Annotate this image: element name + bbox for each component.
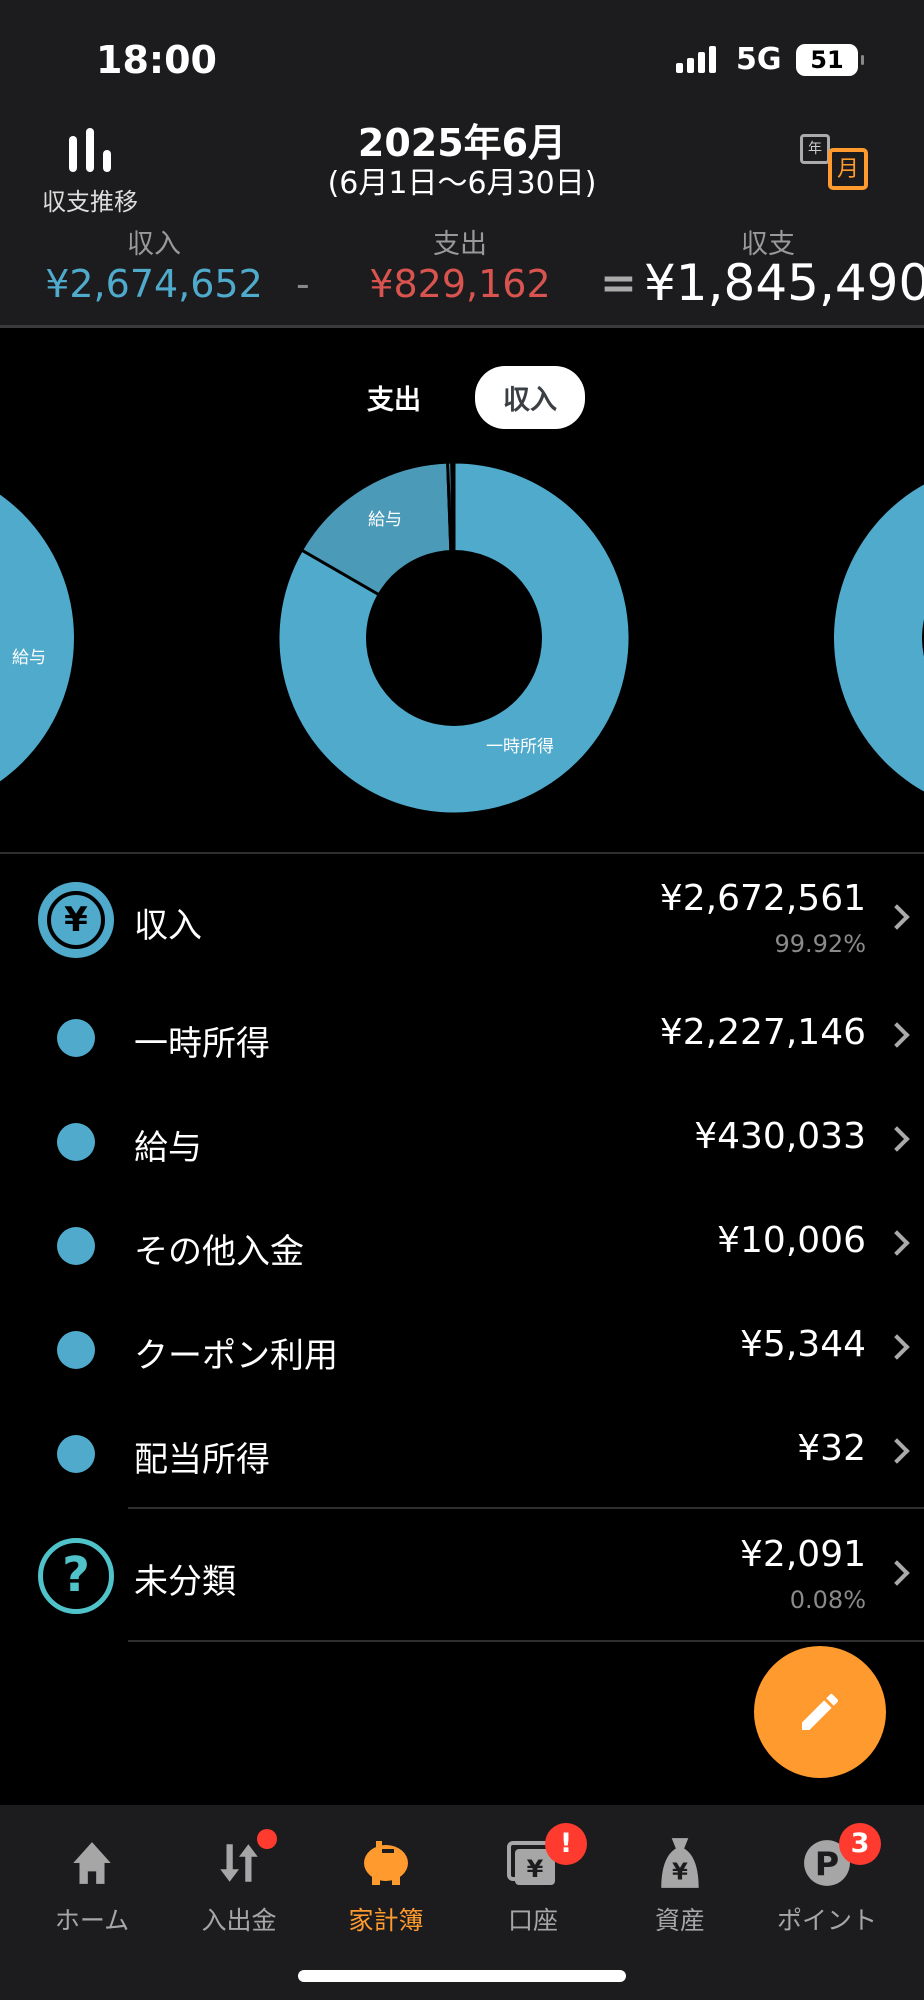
- row-value: ¥2,672,561: [659, 878, 866, 919]
- chevron-right-icon: [884, 1126, 910, 1152]
- expense-label: 支出: [433, 229, 487, 260]
- nav-label: 入出金: [201, 1906, 277, 1935]
- nav-label: ポイント: [776, 1906, 877, 1935]
- category-dot-icon: [57, 1331, 95, 1369]
- minus-sign: -: [296, 262, 310, 306]
- nav-transfer[interactable]: 入出金: [169, 1829, 309, 1937]
- balance-label: 収支: [741, 229, 795, 260]
- category-dot-icon: [57, 1435, 95, 1473]
- row-percent: 99.92%: [774, 930, 866, 958]
- nav-account[interactable]: ¥! 口座: [463, 1823, 603, 1937]
- equals-sign: =: [600, 258, 637, 309]
- row-value: ¥2,227,146: [659, 1012, 866, 1053]
- row-value: ¥430,033: [694, 1116, 866, 1157]
- row-name: その他入金: [134, 1232, 304, 1272]
- slice-label-kyuyo: 給与: [368, 510, 402, 530]
- row-name: 未分類: [134, 1562, 236, 1602]
- home-icon: [22, 1835, 162, 1891]
- status-time: 18:00: [96, 38, 217, 82]
- calendar-month-icon: 月: [828, 148, 868, 190]
- date-range: (6月1日〜6月30日): [327, 166, 597, 201]
- row-name: 給与: [134, 1128, 202, 1168]
- chevron-right-icon: [884, 1334, 910, 1360]
- yen-icon: ¥: [38, 882, 114, 958]
- svg-text:P: P: [815, 1845, 839, 1884]
- transfer-icon: [169, 1829, 309, 1891]
- divider: [128, 1640, 924, 1642]
- row-name: 配当所得: [134, 1440, 270, 1480]
- income-donut-chart[interactable]: 給与 一時所得 給与: [0, 440, 924, 840]
- notification-dot: [257, 1829, 277, 1849]
- bar-chart-icon: [40, 128, 140, 172]
- nav-home[interactable]: ホーム: [22, 1835, 162, 1937]
- slice-label-ichiji: 一時所得: [486, 737, 554, 757]
- nav-label: ホーム: [54, 1906, 130, 1935]
- header: 18:00 5G 51 収支推移 2025年6月 (6月1日〜6月30日) 年 …: [0, 0, 924, 328]
- nav-piggy-bank[interactable]: 家計簿: [316, 1835, 456, 1937]
- list-item[interactable]: クーポン利用 ¥5,344: [0, 1300, 924, 1400]
- calendar-year-icon: 年: [800, 134, 830, 164]
- row-percent: 0.08%: [789, 1586, 866, 1614]
- notification-badge: !: [545, 1823, 587, 1865]
- chevron-right-icon: [884, 1230, 910, 1256]
- category-dot-icon: [57, 1227, 95, 1265]
- row-name: クーポン利用: [134, 1336, 338, 1376]
- chevron-right-icon: [884, 1438, 910, 1464]
- list-total-income[interactable]: ¥ 収入 ¥2,672,561 99.92%: [0, 870, 924, 970]
- row-value: ¥5,344: [740, 1324, 866, 1365]
- list-item[interactable]: その他入金 ¥10,006: [0, 1196, 924, 1296]
- svg-text:¥: ¥: [672, 1860, 688, 1886]
- nav-label: 家計簿: [348, 1906, 424, 1935]
- question-icon: ?: [38, 1538, 114, 1614]
- trend-label: 収支推移: [42, 188, 138, 216]
- row-name: 収入: [134, 906, 202, 946]
- divider: [0, 852, 924, 854]
- row-value: ¥32: [797, 1428, 866, 1469]
- bottom-nav: ホーム 入出金 家計簿 ¥! 口座 ¥ 資産 P 3 ポイント: [0, 1805, 924, 2000]
- chevron-right-icon: [884, 904, 910, 930]
- battery-icon: 51: [796, 44, 864, 76]
- trend-button[interactable]: 収支推移: [40, 128, 140, 217]
- list-item[interactable]: 一時所得 ¥2,227,146: [0, 988, 924, 1088]
- category-dot-icon: [57, 1019, 95, 1057]
- row-value: ¥2,091: [740, 1534, 866, 1575]
- nav-money-bag[interactable]: ¥ 資産: [610, 1835, 750, 1937]
- page-title[interactable]: 2025年6月: [357, 121, 567, 165]
- nav-label: 口座: [507, 1906, 558, 1935]
- list-item[interactable]: 配当所得 ¥32: [0, 1404, 924, 1504]
- row-value: ¥10,006: [717, 1220, 866, 1261]
- next-month-donut[interactable]: [834, 462, 924, 814]
- income-amount: ¥2,674,652: [45, 262, 263, 306]
- edit-button[interactable]: [754, 1646, 886, 1778]
- chevron-right-icon: [884, 1560, 910, 1586]
- list-item[interactable]: 給与 ¥430,033: [0, 1092, 924, 1192]
- network-type: 5G: [736, 42, 782, 77]
- chevron-right-icon: [884, 1022, 910, 1048]
- tab-income[interactable]: 収入: [475, 366, 585, 429]
- expense-amount: ¥829,162: [369, 262, 551, 306]
- nav-points[interactable]: P 3 ポイント: [757, 1823, 897, 1937]
- home-indicator: [298, 1970, 626, 1982]
- svg-text:¥: ¥: [527, 1855, 544, 1883]
- income-label: 収入: [127, 229, 181, 260]
- divider: [128, 1507, 924, 1509]
- pencil-icon: [802, 1693, 838, 1730]
- money-bag-icon: ¥: [610, 1835, 750, 1891]
- calendar-toggle-button[interactable]: 年 月: [800, 130, 870, 192]
- signal-icon: [676, 46, 716, 73]
- prev-month-donut[interactable]: [0, 462, 74, 814]
- balance-amount: ¥1,845,490: [644, 254, 924, 312]
- nav-label: 資産: [654, 1906, 705, 1935]
- notification-badge: 3: [839, 1823, 881, 1865]
- type-tabs: 支出 収入: [0, 366, 924, 429]
- account-icon: ¥!: [463, 1823, 603, 1891]
- prev-slice-label: 給与: [12, 648, 46, 668]
- tab-expense[interactable]: 支出: [367, 385, 421, 416]
- list-uncategorized[interactable]: ? 未分類 ¥2,091 0.08%: [0, 1526, 924, 1626]
- row-name: 一時所得: [134, 1024, 270, 1064]
- category-dot-icon: [57, 1123, 95, 1161]
- piggy-bank-icon: [316, 1835, 456, 1891]
